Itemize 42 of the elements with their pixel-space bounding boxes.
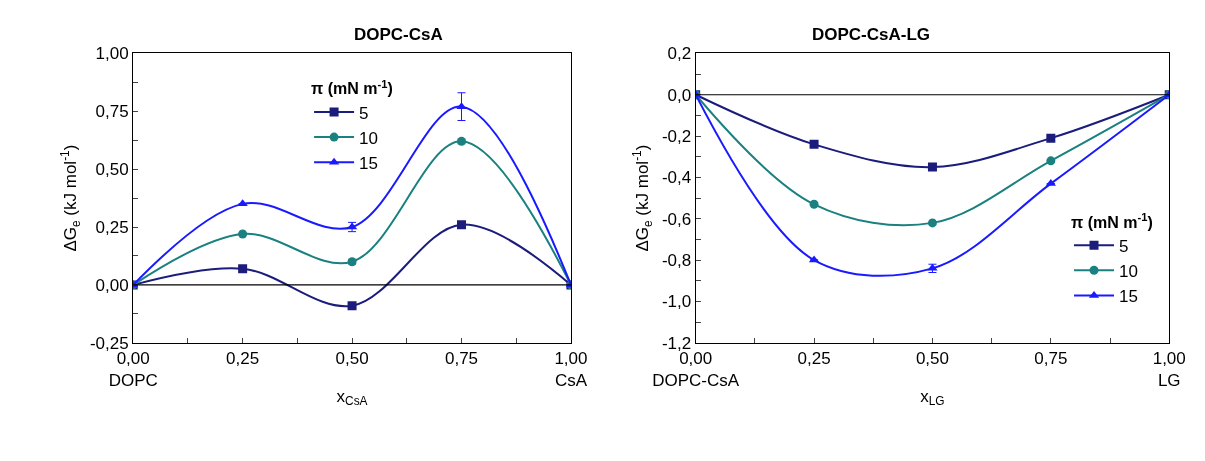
- x-tick-label: 0,25: [797, 349, 831, 369]
- y-tick-label: -0,4: [661, 168, 692, 188]
- x-tick-label: 0,50: [335, 349, 369, 369]
- y-tick-label: 0,75: [95, 102, 129, 122]
- point: [238, 264, 248, 274]
- y-tick-label: -0,6: [661, 209, 692, 229]
- x-tick-label: 0,25: [226, 349, 260, 369]
- legend-title: π (mN m$^{-1}$): [311, 77, 393, 98]
- point: [237, 199, 248, 207]
- y-tick-label: -0,2: [661, 127, 692, 147]
- point: [238, 229, 248, 239]
- legend-label: 10: [359, 128, 378, 148]
- x-tick-label: 0,75: [1034, 349, 1068, 369]
- chart-title: DOPC-CsA: [354, 25, 443, 44]
- y-tick-label: 0,25: [95, 217, 129, 237]
- x-tick-label: 0,75: [444, 349, 479, 369]
- point: [927, 162, 937, 172]
- point: [457, 220, 466, 230]
- y-tick-label: -0,8: [661, 251, 692, 271]
- legend-label: 10: [1119, 261, 1138, 281]
- chart-title: DOPC-CsA-LG: [812, 25, 931, 44]
- point: [1046, 133, 1056, 143]
- y-tick-label: 0,0: [667, 85, 692, 105]
- y-tick-label: 0,2: [667, 44, 692, 64]
- legend-label: 15: [1119, 287, 1138, 307]
- x-tick-label: 0,50: [915, 349, 949, 369]
- legend-label: 5: [1119, 236, 1129, 256]
- point: [809, 199, 819, 209]
- x-tick-label: 1,00 CsA: [554, 349, 588, 391]
- x-axis-title: x$_{CsA}$: [336, 386, 368, 409]
- y-tick-label: 0,00: [95, 275, 129, 295]
- y-tick-label: 1,00: [95, 44, 129, 64]
- point: [809, 139, 819, 149]
- x-axis-title: x$_{LG}$: [920, 386, 945, 409]
- y-tick-label: -1,0: [661, 292, 692, 312]
- point: [927, 218, 937, 228]
- legend-label: 15: [359, 153, 378, 173]
- x-tick-label: 1,00 LG: [1152, 349, 1186, 391]
- y-tick-label: 0,50: [95, 160, 129, 180]
- point: [1046, 156, 1056, 166]
- legend-label: 5: [359, 103, 369, 123]
- legend-title: π (mN m$^{-1}$): [1071, 210, 1153, 231]
